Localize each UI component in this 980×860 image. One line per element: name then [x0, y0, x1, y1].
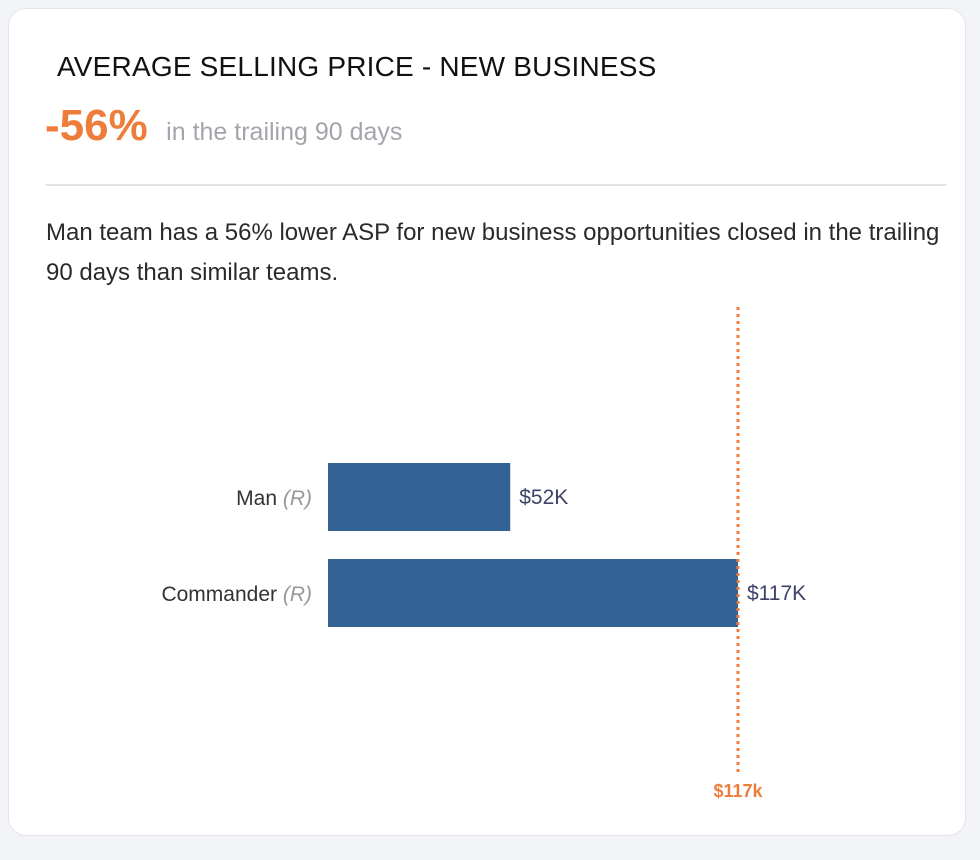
reference-label: $117k	[713, 781, 763, 801]
bar-commander	[328, 559, 738, 627]
divider	[46, 184, 946, 186]
category-suffix: (R)	[283, 583, 312, 606]
category-label: Commander (R)	[161, 583, 312, 606]
bar-man	[328, 463, 511, 531]
category-name: Man	[236, 487, 283, 510]
asp-card: AVERAGE SELLING PRICE - NEW BUSINESS -56…	[8, 8, 966, 836]
value-label: $52K	[519, 486, 568, 509]
metric-caption: in the trailing 90 days	[166, 118, 403, 146]
description: Man team has a 56% lower ASP for new bus…	[46, 219, 940, 286]
category-name: Commander	[161, 583, 282, 606]
card-title: AVERAGE SELLING PRICE - NEW BUSINESS	[57, 51, 657, 82]
value-label: $117K	[747, 582, 806, 605]
category-label: Man (R)	[236, 487, 312, 510]
metric-row: -56% in the trailing 90 days	[45, 101, 402, 151]
metric-value: -56%	[45, 101, 148, 150]
category-suffix: (R)	[283, 487, 312, 510]
